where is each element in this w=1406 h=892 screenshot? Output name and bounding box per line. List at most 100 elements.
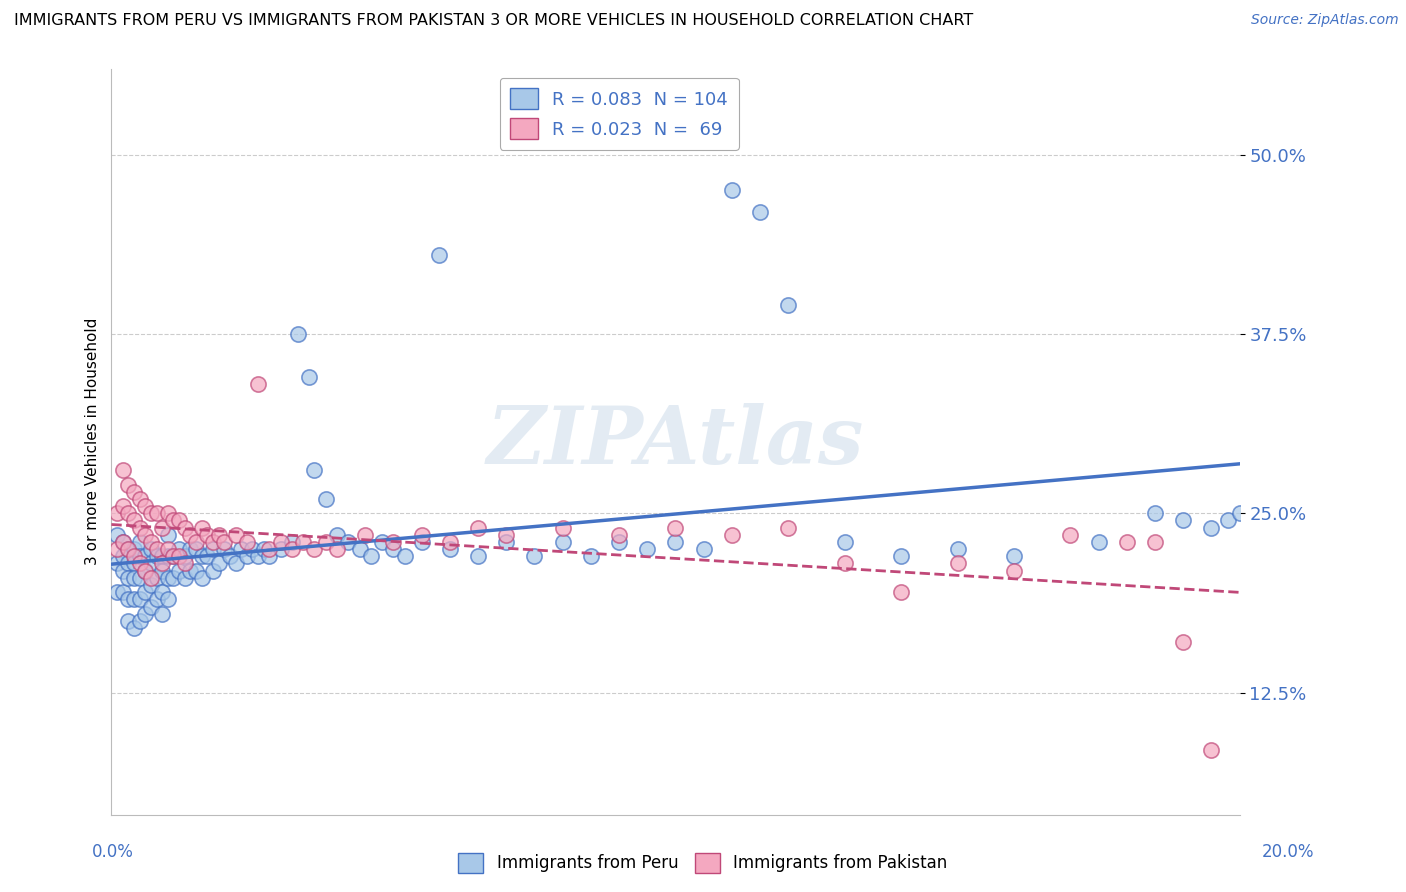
Point (607, 535, 630, 549)
Point (551, 535, 574, 549)
Point (156, 506, 179, 520)
Point (145, 506, 167, 520)
Point (292, 535, 315, 549)
Point (173, 571, 195, 585)
Point (156, 528, 179, 542)
Point (167, 549, 190, 564)
Point (179, 528, 201, 542)
Point (467, 521, 489, 535)
Point (212, 542, 235, 557)
Point (156, 592, 179, 607)
Point (281, 542, 304, 557)
Point (139, 599, 162, 614)
Point (150, 521, 173, 535)
Point (231, 542, 253, 557)
Point (162, 571, 184, 585)
Point (337, 535, 360, 549)
Point (128, 557, 150, 571)
Point (156, 571, 179, 585)
Point (247, 549, 270, 564)
Point (139, 535, 162, 549)
Point (315, 535, 337, 549)
Point (105, 506, 128, 520)
Point (946, 542, 969, 557)
Point (134, 607, 156, 621)
Point (834, 535, 856, 549)
Point (1115, 535, 1137, 549)
Point (173, 521, 195, 535)
Point (287, 326, 309, 341)
Point (150, 564, 173, 578)
Point (128, 571, 150, 585)
Point (411, 528, 433, 542)
Point (122, 592, 145, 607)
Point (179, 564, 201, 578)
Point (117, 557, 139, 571)
Point (439, 535, 461, 549)
Point (105, 542, 128, 557)
Point (1171, 513, 1194, 527)
Point (190, 549, 212, 564)
Text: 20.0%: 20.0% (1263, 843, 1315, 861)
Point (326, 528, 349, 542)
Legend: R = 0.083  N = 104, R = 0.023  N =  69: R = 0.083 N = 104, R = 0.023 N = 69 (499, 78, 738, 150)
Point (326, 542, 349, 557)
Point (145, 549, 167, 564)
Point (105, 528, 128, 542)
Point (778, 298, 800, 312)
Point (150, 557, 173, 571)
Point (117, 614, 139, 628)
Point (1171, 635, 1194, 649)
Point (890, 549, 912, 564)
Point (467, 549, 489, 564)
Point (201, 564, 224, 578)
Point (427, 248, 450, 262)
Point (749, 205, 772, 219)
Point (150, 549, 173, 564)
Point (117, 477, 139, 491)
Point (134, 564, 156, 578)
Point (134, 564, 156, 578)
Legend: Immigrants from Peru, Immigrants from Pakistan: Immigrants from Peru, Immigrants from Pa… (451, 847, 955, 880)
Point (111, 549, 134, 564)
Point (128, 549, 150, 564)
Point (579, 549, 602, 564)
Point (167, 513, 190, 527)
Point (1087, 535, 1109, 549)
Point (304, 542, 326, 557)
Point (1218, 513, 1240, 527)
Point (1143, 535, 1166, 549)
Point (167, 542, 190, 557)
Point (139, 578, 162, 592)
Point (139, 506, 162, 520)
Point (156, 542, 179, 557)
Point (162, 549, 184, 564)
Point (692, 542, 714, 557)
Point (195, 528, 218, 542)
Point (281, 535, 304, 549)
Point (111, 535, 134, 549)
Point (298, 370, 321, 384)
Point (270, 542, 292, 557)
Point (394, 549, 416, 564)
Point (721, 184, 744, 198)
Point (134, 528, 156, 542)
Point (139, 542, 162, 557)
Point (162, 549, 184, 564)
Point (253, 542, 276, 557)
Point (111, 585, 134, 599)
Point (184, 542, 207, 557)
Point (242, 542, 264, 557)
Point (225, 528, 247, 542)
Point (122, 621, 145, 635)
Point (195, 549, 218, 564)
Point (128, 491, 150, 506)
Point (117, 571, 139, 585)
Point (236, 535, 259, 549)
Text: Source: ZipAtlas.com: Source: ZipAtlas.com (1251, 13, 1399, 28)
Point (201, 542, 224, 557)
Text: IMMIGRANTS FROM PERU VS IMMIGRANTS FROM PAKISTAN 3 OR MORE VEHICLES IN HOUSEHOLD: IMMIGRANTS FROM PERU VS IMMIGRANTS FROM … (14, 13, 973, 29)
Point (145, 542, 167, 557)
Point (778, 521, 800, 535)
Point (139, 571, 162, 585)
